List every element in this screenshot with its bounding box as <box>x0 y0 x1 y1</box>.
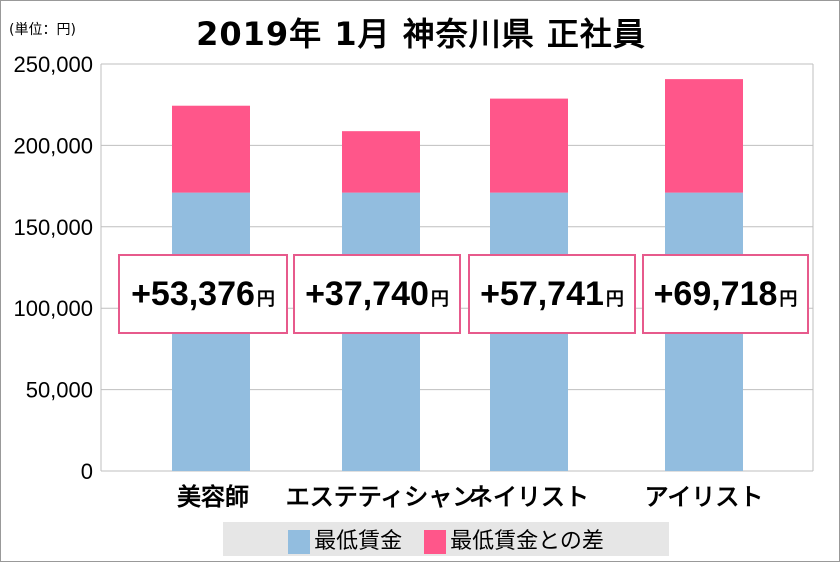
legend-label-1: 最低賃金との差 <box>450 529 604 554</box>
legend-item-1: 最低賃金との差 <box>424 523 604 555</box>
y-tick-label: 50,000 <box>26 378 93 403</box>
data-label-value: +57,741 <box>480 274 604 313</box>
x-tick-label: エステティシャン <box>286 483 477 511</box>
legend-label-0: 最低賃金 <box>314 529 403 554</box>
data-label-unit: 円 <box>430 289 449 309</box>
y-tick-label: 250,000 <box>13 52 93 77</box>
legend-swatch-0 <box>288 530 311 554</box>
data-label-value: +37,740 <box>305 274 429 313</box>
unit-label: (単位：円) <box>9 22 76 38</box>
data-label-value: +53,376 <box>131 274 255 313</box>
bar-diff <box>342 131 420 193</box>
legend: 最低賃金 最低賃金との差 <box>223 522 669 556</box>
y-tick-label: 200,000 <box>13 133 93 158</box>
y-tick-label: 150,000 <box>13 215 93 240</box>
data-label-value: +69,718 <box>653 274 778 313</box>
data-label-unit: 円 <box>256 289 275 309</box>
x-tick-label: アイリスト <box>645 483 764 511</box>
x-tick-label: 美容師 <box>177 483 249 511</box>
bar-diff <box>665 79 743 193</box>
data-label-unit: 円 <box>605 289 624 309</box>
data-label: +53,376 円 <box>118 254 288 334</box>
y-tick-label: 0 <box>81 459 93 484</box>
data-label: +57,741 円 <box>468 254 636 334</box>
bar-diff <box>172 105 250 193</box>
legend-swatch-1 <box>424 530 447 554</box>
data-label: +69,718 円 <box>642 254 809 334</box>
bar-diff <box>490 98 568 193</box>
legend-item-0: 最低賃金 <box>288 523 402 555</box>
data-label-unit: 円 <box>779 289 798 309</box>
x-tick-label: ネイリスト <box>469 483 589 511</box>
data-label: +37,740 円 <box>293 254 461 334</box>
chart-title: 2019年 1月 神奈川県 正社員 <box>196 15 646 53</box>
y-tick-label: 100,000 <box>13 296 93 321</box>
